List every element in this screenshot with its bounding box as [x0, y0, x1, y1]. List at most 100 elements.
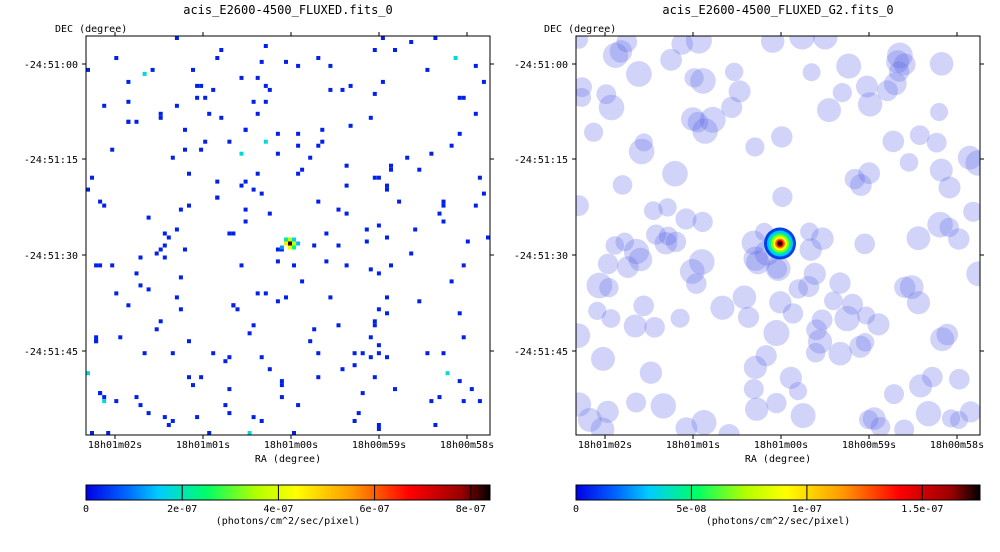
left-event-pixel: [473, 63, 478, 68]
left-event-pixel: [251, 415, 256, 420]
left-event-pixel: [376, 307, 381, 312]
left-event-pixel: [344, 183, 349, 188]
left-event-pixel: [215, 56, 220, 60]
left-event-pixel: [146, 215, 151, 220]
right-smoothed-blob: [588, 301, 607, 320]
right-xtick-5: 18h00m58s: [930, 440, 984, 451]
right-smoothed-blob: [855, 333, 875, 352]
left-event-pixel: [316, 56, 321, 60]
left-event-pixel: [162, 415, 167, 420]
right-smoothed-blob: [671, 36, 693, 55]
right-smoothed-blob: [639, 361, 663, 384]
left-event-pixel: [219, 48, 224, 52]
right-smoothed-blob: [737, 306, 760, 328]
right-smoothed-blob: [886, 50, 910, 74]
left-event-pixel: [481, 191, 486, 196]
right-smoothed-blob: [858, 162, 880, 185]
left-event-pixel: [477, 399, 482, 404]
right-smoothed-blob: [836, 53, 862, 79]
left-event-pixel: [154, 327, 159, 332]
left-event-pixel: [356, 411, 361, 416]
left-event-pixel: [126, 119, 131, 124]
right-smoothed-blob: [949, 368, 970, 390]
right-smoothed-blob: [605, 236, 625, 255]
right-smoothed-blob: [887, 42, 913, 69]
right-smoothed-blob: [765, 256, 791, 281]
left-event-pixel: [429, 151, 434, 156]
left-event-pixel: [219, 115, 224, 120]
left-event-pixel: [441, 219, 446, 224]
right-smoothed-blob: [741, 230, 766, 255]
left-event-pixel: [227, 231, 232, 236]
left-event-pixel: [296, 403, 301, 408]
right-smoothed-blob: [899, 153, 919, 172]
left-event-pixel: [162, 243, 167, 248]
left-event-pixel: [199, 375, 204, 380]
left-event-pixel: [255, 291, 260, 296]
left-event-pixel: [441, 199, 446, 204]
right-smoothed-blob: [745, 137, 765, 157]
left-event-pixel: [255, 75, 260, 80]
left-event-pixel: [195, 83, 200, 88]
left-event-pixel: [372, 175, 377, 180]
left-event-pixel: [376, 271, 381, 276]
right-smoothed-blob: [850, 174, 872, 196]
left-event-pixel: [372, 91, 377, 96]
left-event-pixel: [142, 71, 147, 76]
right-smoothed-blob: [687, 111, 709, 133]
left-ylabel: DEC (degree): [55, 24, 127, 35]
left-event-pixel: [296, 63, 301, 68]
left-event-pixel: [267, 87, 272, 92]
right-smoothed-blob: [857, 306, 876, 325]
left-event-pixel: [453, 56, 458, 60]
left-event-pixel: [174, 227, 179, 232]
left-event-pixel: [368, 335, 373, 340]
left-event-pixel: [437, 395, 442, 400]
right-smoothed-blob: [936, 323, 959, 346]
left-event-pixel: [138, 403, 143, 408]
left-event-pixel: [312, 243, 317, 248]
right-smoothed-blob: [788, 382, 808, 401]
left-event-pixel: [336, 323, 341, 328]
left-event-pixel: [279, 379, 284, 384]
right-smoothed-blob: [805, 342, 826, 363]
right-smoothed-blob: [615, 232, 634, 252]
left-event-pixel: [191, 67, 195, 72]
left-source-pixel: [279, 245, 284, 250]
left-event-pixel: [162, 255, 167, 260]
left-title: acis_E2600-4500_FLUXED.fits_0: [183, 3, 393, 17]
left-event-pixel: [324, 231, 329, 236]
right-smoothed-blob: [771, 126, 793, 148]
left-event-pixel: [300, 279, 305, 284]
left-event-pixel: [320, 127, 325, 132]
left-event-pixel: [348, 123, 353, 128]
left-event-pixel: [227, 411, 232, 416]
right-smoothed-blob: [599, 278, 619, 298]
left-event-pixel: [368, 355, 373, 360]
right-smoothed-blob: [938, 176, 961, 199]
right-smoothed-blob: [755, 345, 777, 367]
right-smoothed-blob: [699, 106, 726, 133]
right-smoothed-blob: [691, 410, 717, 435]
right-smoothed-blob: [800, 222, 819, 241]
left-event-pixel: [324, 259, 329, 264]
right-y-axis: -24:51:00 -24:51:15 -24:51:30 -24:51:45: [514, 60, 984, 358]
left-event-pixel: [187, 203, 191, 208]
left-event-pixel: [150, 67, 155, 72]
left-event-pixel: [259, 419, 264, 423]
left-event-pixel: [162, 231, 167, 236]
left-event-pixel: [344, 263, 349, 268]
left-event-pixel: [376, 427, 381, 431]
left-event-pixel: [170, 155, 175, 160]
left-event-pixel: [275, 299, 280, 304]
left-event-pixel: [259, 355, 264, 360]
left-event-pixel: [469, 387, 474, 392]
right-x-axis: 18h01m02s 18h01m01s 18h01m00s 18h00m59s …: [578, 32, 984, 465]
left-event-pixel: [235, 307, 240, 312]
left-event-pixel: [385, 355, 389, 360]
left-event-pixel: [429, 399, 434, 404]
left-event-pixel: [255, 111, 260, 116]
left-event-pixel: [473, 203, 478, 208]
left-event-pixel: [255, 171, 260, 176]
right-xlabel: RA (degree): [745, 454, 811, 465]
